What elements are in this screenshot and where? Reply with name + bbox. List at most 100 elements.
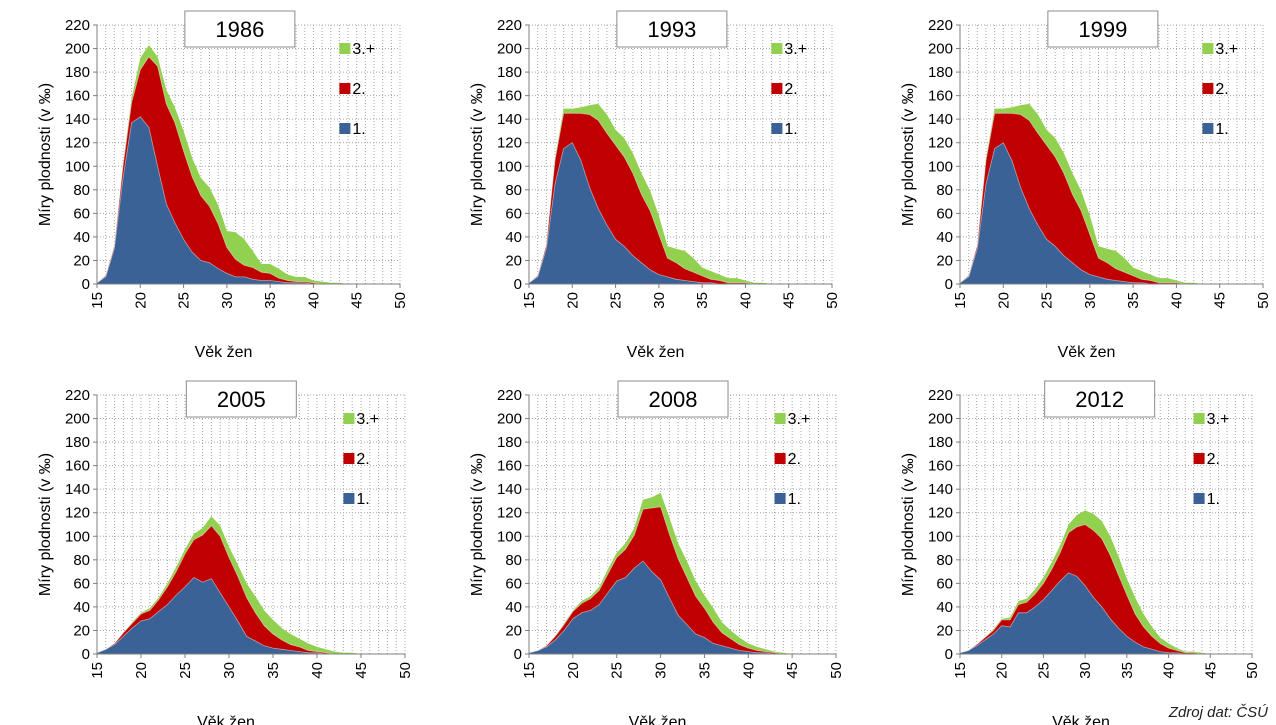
y-tick-label: 100 [928,528,953,545]
y-tick-label: 0 [945,276,953,293]
legend-swatch [343,493,355,504]
y-tick-label: 60 [73,205,90,222]
y-axis-label: Míry plodnosti (v ‰) [900,453,917,596]
x-tick-label: 15 [89,662,106,679]
x-tick-label: 25 [1039,292,1056,309]
chart-2008: 0 20 40 60 80 100 120 140 160 180 200 220 15 20 25 30 35… [469,380,845,725]
legend-swatch [343,453,355,464]
y-tick-label: 180 [65,64,90,81]
y-tick-label: 80 [505,552,522,569]
y-axis-label: Míry plodnosti (v ‰) [469,83,486,226]
y-tick-label: 220 [497,387,522,404]
chart-1993: 0 20 40 60 80 100 120 140 160 180 200 220 15 20 25 30 35… [469,10,841,361]
chart-title-box [184,10,296,48]
x-tick-label: 35 [265,662,282,679]
legend-swatch [1193,453,1205,464]
y-tick-label: 40 [73,599,90,616]
y-tick-label: 120 [65,135,90,152]
chart-title: 1993 [647,17,696,42]
y-tick-label: 200 [65,411,90,428]
y-tick-label: 40 [936,599,953,616]
legend-label: 2. [784,81,797,98]
y-tick-label: 40 [505,599,522,616]
x-axis-label: Věk žen [1052,714,1110,725]
y-tick-label: 20 [936,622,953,639]
legend-swatch [774,413,786,424]
y-tick-label: 40 [73,229,90,246]
x-tick-label: 45 [781,292,798,309]
y-tick-label: 0 [514,646,522,663]
x-tick-label: 40 [740,662,757,679]
x-tick-label: 35 [696,662,713,679]
y-axis-label: Míry plodnosti (v ‰) [900,83,917,226]
legend-swatch [1202,83,1214,94]
legend: 3.+ 2. 1. [343,411,379,508]
x-axis-label: Věk žen [195,344,253,361]
legend-swatch [1202,43,1214,54]
legend-swatch [339,43,351,54]
y-tick-label: 180 [928,64,953,81]
x-tick-label: 35 [1125,292,1142,309]
chart-1999: 0 20 40 60 80 100 120 140 160 180 200 220 15 20 25 30 35… [900,10,1272,361]
legend: 3.+ 2. 1. [339,41,375,138]
area-series-1. [960,142,1255,284]
chart-title-box [1044,380,1156,418]
y-tick-label: 220 [928,17,953,34]
y-tick-label: 20 [505,252,522,269]
y-tick-label: 120 [497,135,522,152]
legend-swatch [339,83,351,94]
legend-swatch [343,413,355,424]
x-tick-label: 45 [349,292,366,309]
area-series-1. [960,572,1244,654]
x-tick-label: 50 [824,292,841,309]
x-tick-label: 40 [1168,292,1185,309]
x-tick-label: 40 [309,662,326,679]
x-tick-label: 20 [994,662,1011,679]
y-tick-label: 160 [928,88,953,105]
chart-title-box [1047,10,1159,48]
legend-label: 2. [788,451,801,468]
x-tick-label: 35 [694,292,711,309]
chart-2012: 0 20 40 60 80 100 120 140 160 180 200 220 15 20 25 30 35… [900,380,1261,725]
y-tick-label: 200 [928,411,953,428]
y-tick-label: 180 [928,434,953,451]
y-tick-label: 180 [497,434,522,451]
series-boundary-line [959,524,1244,655]
legend-label: 1. [1207,491,1220,508]
y-axis-label: Míry plodnosti (v ‰) [469,453,486,596]
y-tick-label: 0 [82,646,90,663]
legend-swatch [1193,413,1205,424]
chart-title: 2005 [217,387,266,412]
x-tick-label: 50 [1244,662,1261,679]
y-tick-label: 100 [65,158,90,175]
y-tick-label: 140 [928,111,953,128]
x-tick-label: 25 [1035,662,1052,679]
y-tick-label: 80 [73,552,90,569]
x-tick-label: 30 [219,292,236,309]
chart-title: 1999 [1078,17,1127,42]
y-tick-label: 120 [928,505,953,522]
y-tick-label: 220 [65,387,90,404]
legend-label: 1. [1215,121,1228,138]
chart-title: 1986 [215,17,264,42]
y-tick-label: 80 [936,552,953,569]
legend-label: 2. [352,81,365,98]
x-tick-label: 25 [608,292,625,309]
chart-title-box [617,380,729,418]
x-axis-label: Věk žen [197,714,255,725]
area-series-1. [97,116,392,284]
y-tick-label: 160 [497,458,522,475]
y-tick-label: 100 [497,158,522,175]
x-tick-label: 20 [565,662,582,679]
area-series-1. [529,142,824,284]
x-tick-label: 30 [653,662,670,679]
legend: 3.+ 2. 1. [771,41,807,138]
legend-swatch [771,43,783,54]
chart-title: 2012 [1075,387,1124,412]
chart-title-box [185,380,297,418]
x-axis-label: Věk žen [629,714,687,725]
x-axis-label: Věk žen [627,344,685,361]
gridlines [529,394,837,654]
legend: 3.+ 2. 1. [1193,411,1229,508]
